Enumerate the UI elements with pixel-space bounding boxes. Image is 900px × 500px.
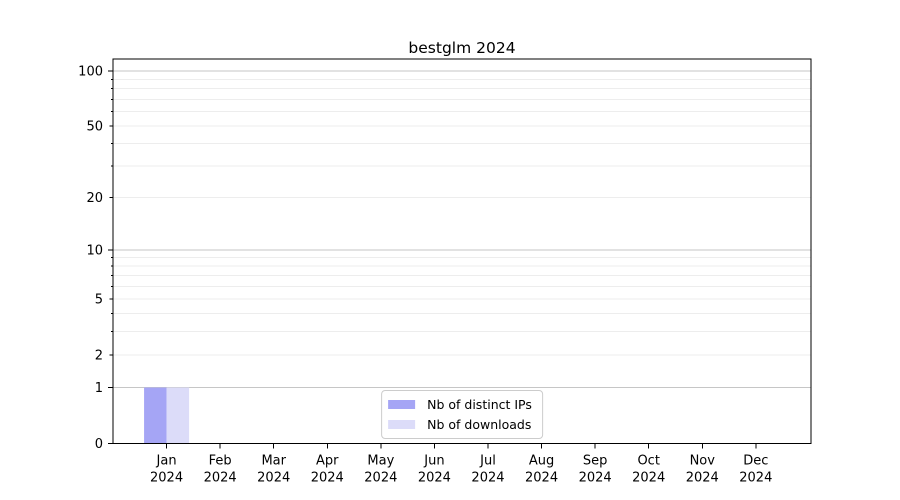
legend-swatch-distinct-ips — [388, 400, 416, 409]
x-tick-label-month: May — [367, 454, 394, 469]
x-tick-label-month: Dec — [743, 454, 768, 469]
x-tick-label-year: 2024 — [579, 471, 612, 486]
bar-downloads — [166, 387, 190, 444]
x-tick-label-year: 2024 — [739, 471, 772, 486]
legend-item-downloads: Nb of downloads — [388, 416, 532, 433]
x-tick-label-year: 2024 — [632, 471, 665, 486]
y-tick-label: 20 — [86, 191, 103, 206]
x-tick-label-month: Nov — [690, 454, 716, 469]
legend-label-downloads: Nb of downloads — [427, 417, 532, 432]
x-tick-label-month: Aug — [529, 454, 554, 469]
x-tick-label-year: 2024 — [686, 471, 719, 486]
y-tick-label: 2 — [95, 348, 103, 363]
axes-border — [112, 58, 812, 444]
x-tick-label-year: 2024 — [150, 471, 183, 486]
x-tick-label-year: 2024 — [257, 471, 290, 486]
y-tick-label: 5 — [95, 292, 103, 307]
x-tick-label-year: 2024 — [471, 471, 504, 486]
legend: Nb of distinct IPs Nb of downloads — [381, 390, 543, 439]
x-tick-label-year: 2024 — [418, 471, 451, 486]
x-tick-label-year: 2024 — [364, 471, 397, 486]
legend-swatch-downloads — [388, 420, 416, 429]
y-tick-label: 1 — [95, 381, 103, 396]
x-tick-label-month: Sep — [583, 454, 608, 469]
x-tick-label-month: Jan — [156, 454, 177, 469]
chart-title: bestglm 2024 — [408, 39, 516, 57]
x-tick-label-month: Apr — [316, 454, 339, 469]
x-tick-label-year: 2024 — [204, 471, 237, 486]
y-tick-label: 0 — [95, 437, 103, 452]
x-tick-label-month: Mar — [261, 454, 286, 469]
x-tick-label-month: Jun — [423, 454, 444, 469]
x-tick-label-month: Oct — [637, 454, 659, 469]
y-tick-label: 100 — [78, 64, 103, 79]
y-tick-label: 50 — [86, 120, 103, 135]
x-tick-label-year: 2024 — [525, 471, 558, 486]
legend-label-distinct-ips: Nb of distinct IPs — [427, 397, 532, 412]
x-tick-label-year: 2024 — [311, 471, 344, 486]
y-tick-label: 10 — [86, 243, 103, 258]
legend-item-distinct-ips: Nb of distinct IPs — [388, 396, 532, 413]
bar-distinct-ips — [144, 387, 167, 444]
x-tick-label-month: Feb — [209, 454, 232, 469]
x-tick-label-month: Jul — [479, 454, 496, 469]
